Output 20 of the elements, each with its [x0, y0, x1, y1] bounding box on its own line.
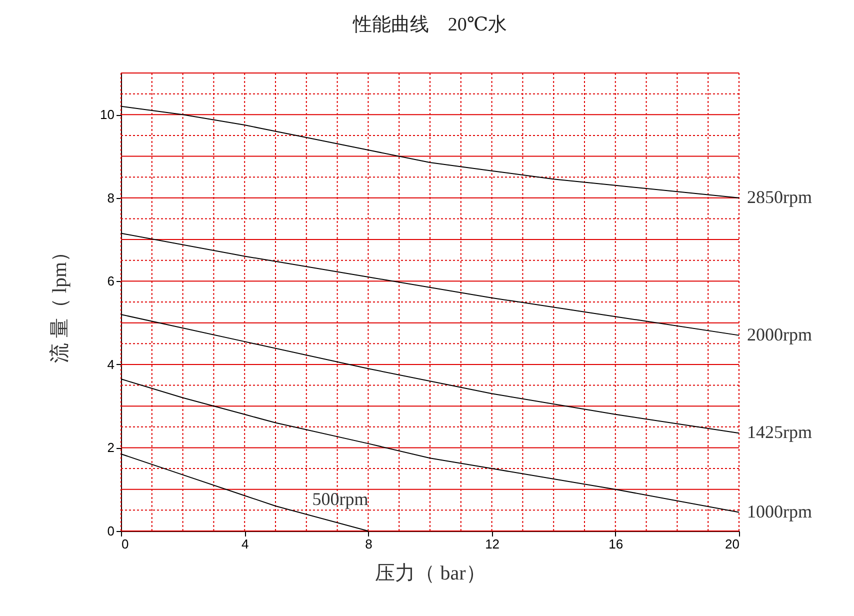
series-label: 1425rpm: [747, 422, 812, 442]
y-tick-label: 4: [107, 356, 114, 372]
y-tick-label: 6: [107, 274, 114, 289]
x-tick-label: 20: [725, 536, 740, 552]
x-tick-label: 4: [241, 536, 249, 552]
series-label: 500rpm: [312, 489, 368, 509]
x-axis-title: 压力（ bar）: [375, 562, 486, 584]
series-label: 2850rpm: [747, 186, 812, 207]
y-tick-label: 0: [107, 524, 114, 538]
y-tick-label: 10: [100, 107, 114, 122]
chart-title: 性能曲线 20℃水: [352, 14, 508, 36]
y-tick-label: 8: [107, 190, 114, 206]
x-tick-label: 0: [122, 536, 129, 552]
y-axis-title: 流 量（ lpm）: [49, 242, 72, 364]
x-tick-label: 12: [485, 536, 500, 552]
x-tick-label: 8: [365, 536, 372, 552]
series-label: 1000rpm: [747, 501, 812, 522]
y-tick-label: 2: [107, 440, 114, 456]
x-tick-label: 16: [608, 536, 624, 552]
series-label: 2000rpm: [747, 324, 812, 344]
